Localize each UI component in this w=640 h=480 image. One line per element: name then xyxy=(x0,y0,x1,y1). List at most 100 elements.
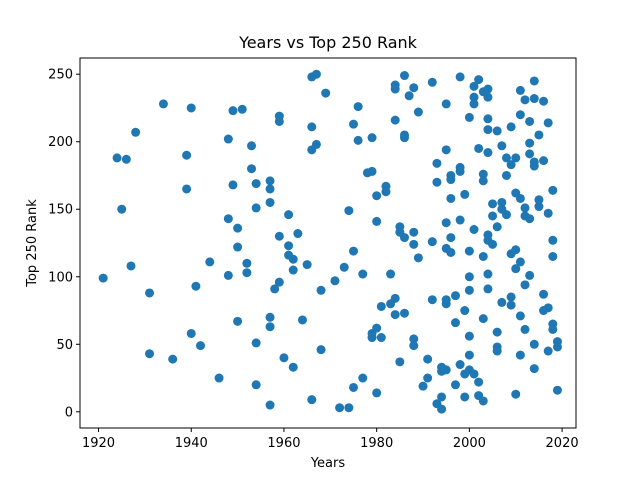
data-point xyxy=(543,303,553,313)
data-point xyxy=(478,396,488,406)
data-point xyxy=(117,204,127,214)
data-point xyxy=(464,285,474,295)
data-point xyxy=(251,338,261,348)
data-point xyxy=(423,354,433,364)
data-point xyxy=(376,301,386,311)
data-point xyxy=(390,310,400,320)
data-point xyxy=(441,145,451,155)
data-point xyxy=(501,210,511,220)
data-point xyxy=(534,130,544,140)
data-point xyxy=(474,377,484,387)
data-point xyxy=(455,360,465,370)
data-point xyxy=(311,69,321,79)
data-point xyxy=(525,214,535,224)
data-point xyxy=(441,365,451,375)
data-point xyxy=(168,354,178,364)
data-point xyxy=(274,231,284,241)
data-point xyxy=(409,341,419,351)
data-point xyxy=(469,81,479,91)
data-point xyxy=(399,71,409,81)
x-tick-label: 2020 xyxy=(546,436,579,451)
data-point xyxy=(437,392,447,402)
data-point xyxy=(460,392,470,402)
data-point xyxy=(474,75,484,85)
data-point xyxy=(506,160,516,170)
data-point xyxy=(265,322,275,332)
data-point xyxy=(506,122,516,132)
data-point xyxy=(237,104,247,114)
data-point xyxy=(455,72,465,82)
data-point xyxy=(483,269,493,279)
data-point xyxy=(501,153,511,163)
data-point xyxy=(450,380,460,390)
data-point xyxy=(464,112,474,122)
data-point xyxy=(488,199,498,209)
data-point xyxy=(409,239,419,249)
data-point xyxy=(284,210,294,220)
data-point xyxy=(432,158,442,168)
data-point xyxy=(427,77,437,87)
data-point xyxy=(145,349,155,359)
data-point xyxy=(441,295,451,305)
data-point xyxy=(525,270,535,280)
data-point xyxy=(418,381,428,391)
data-point xyxy=(242,258,252,268)
data-point xyxy=(228,106,238,116)
data-point xyxy=(446,233,456,243)
data-points xyxy=(98,69,562,414)
data-point xyxy=(534,202,544,212)
data-point xyxy=(478,169,488,179)
data-point xyxy=(515,85,525,95)
data-point xyxy=(483,148,493,158)
data-point xyxy=(349,119,358,129)
data-point xyxy=(399,233,409,243)
data-point xyxy=(321,88,331,98)
data-point xyxy=(223,134,233,144)
data-point xyxy=(274,277,284,287)
data-point xyxy=(478,314,488,324)
data-point xyxy=(432,177,442,187)
data-point xyxy=(335,403,345,413)
data-point xyxy=(307,122,317,132)
data-point xyxy=(399,308,409,318)
y-tick-label: 200 xyxy=(48,135,73,150)
x-axis-title: Years xyxy=(310,456,346,471)
data-point xyxy=(483,114,493,124)
data-point xyxy=(446,247,456,257)
data-point xyxy=(399,133,409,143)
data-point xyxy=(488,211,498,221)
data-point xyxy=(515,193,525,203)
data-point xyxy=(427,295,437,305)
data-point xyxy=(492,327,502,337)
data-point xyxy=(409,83,419,93)
data-point xyxy=(279,353,289,363)
data-point xyxy=(520,203,530,213)
data-point xyxy=(186,328,196,338)
data-point xyxy=(288,265,298,275)
data-point xyxy=(529,161,539,171)
data-point xyxy=(548,185,558,195)
data-point xyxy=(501,170,511,180)
data-point xyxy=(520,280,530,290)
data-point xyxy=(284,241,294,251)
y-tick-label: 100 xyxy=(48,270,73,285)
data-point xyxy=(469,369,479,379)
data-point xyxy=(409,227,419,237)
data-point xyxy=(372,388,382,398)
data-point xyxy=(390,115,400,125)
data-point xyxy=(302,260,312,270)
data-point xyxy=(404,91,414,101)
data-point xyxy=(492,346,502,356)
data-point xyxy=(349,246,358,256)
data-point xyxy=(247,141,257,151)
y-tick-label: 150 xyxy=(48,203,73,218)
data-point xyxy=(483,92,493,102)
data-point xyxy=(358,269,368,279)
data-point xyxy=(182,184,192,194)
data-point xyxy=(316,345,326,355)
data-point xyxy=(145,288,155,298)
data-point xyxy=(158,99,168,109)
data-point xyxy=(543,346,553,356)
data-point xyxy=(131,127,141,137)
data-point xyxy=(121,154,131,164)
